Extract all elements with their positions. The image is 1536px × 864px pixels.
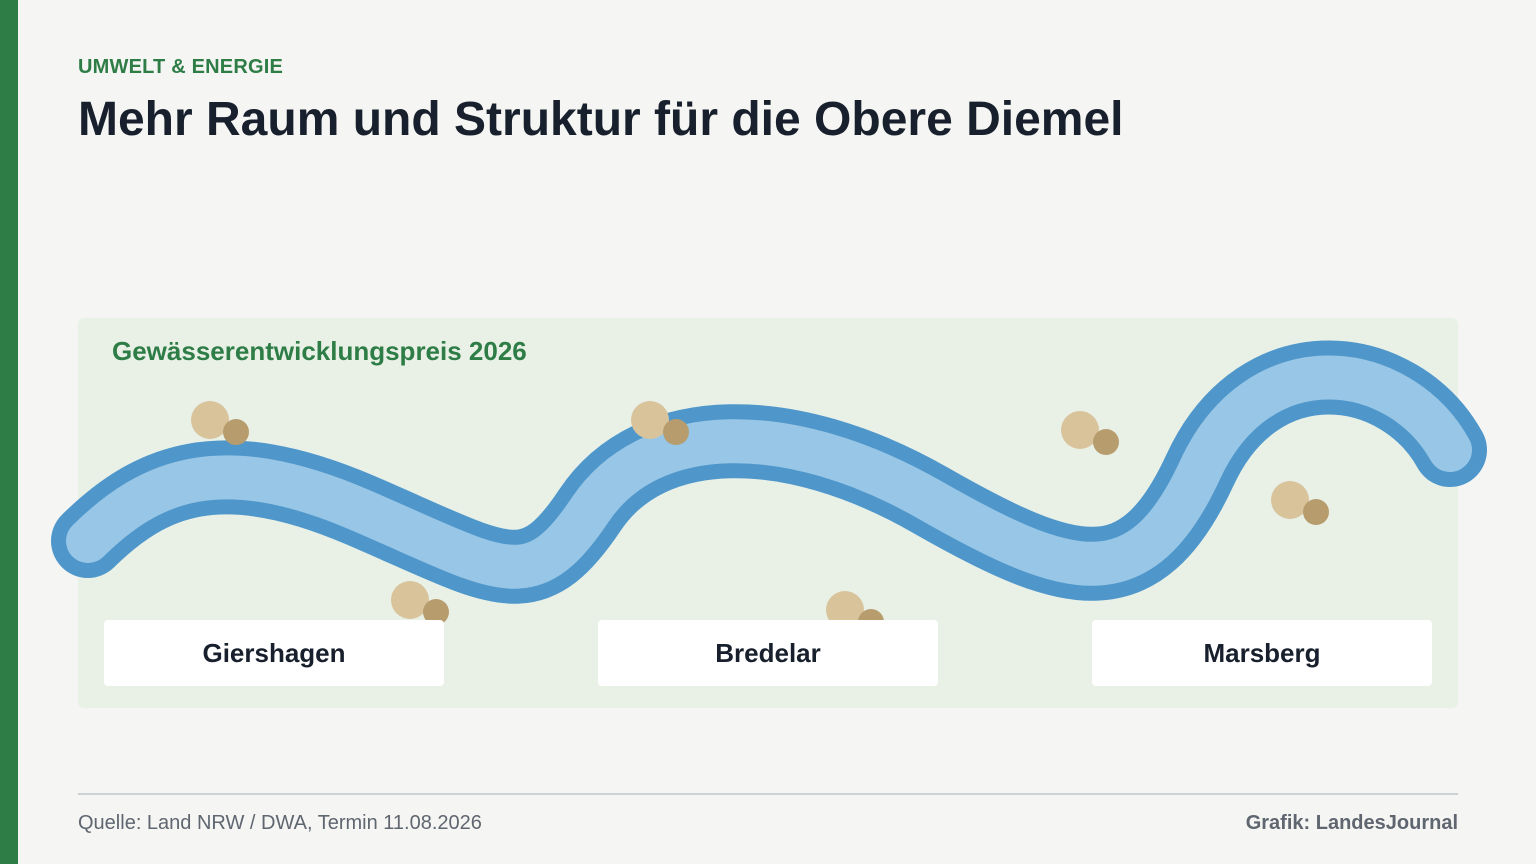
- stone-group-6: [1271, 481, 1329, 525]
- location-label-marsberg: Marsberg: [1092, 620, 1432, 686]
- stone-group-5: [1061, 411, 1119, 455]
- graphic-credit: Grafik: LandesJournal: [1245, 812, 1458, 834]
- source-note: Quelle: Land NRW / DWA, Termin 11.08.202…: [78, 812, 482, 834]
- stone-group-1: [191, 401, 249, 445]
- page-title: Mehr Raum und Struktur für die Obere Die…: [78, 93, 1124, 146]
- river-inner-water: [66, 355, 1472, 589]
- stone-group-2: [391, 581, 449, 625]
- stone-group-3: [631, 401, 689, 445]
- location-label-giershagen: Giershagen: [104, 620, 444, 686]
- panel-title: Gewässerentwicklungspreis 2026: [112, 336, 527, 366]
- footer-divider: [78, 793, 1458, 795]
- section-kicker: UMWELT & ENERGIE: [78, 56, 284, 78]
- location-label-bredelar: Bredelar: [598, 620, 938, 686]
- accent-bar: [0, 0, 18, 864]
